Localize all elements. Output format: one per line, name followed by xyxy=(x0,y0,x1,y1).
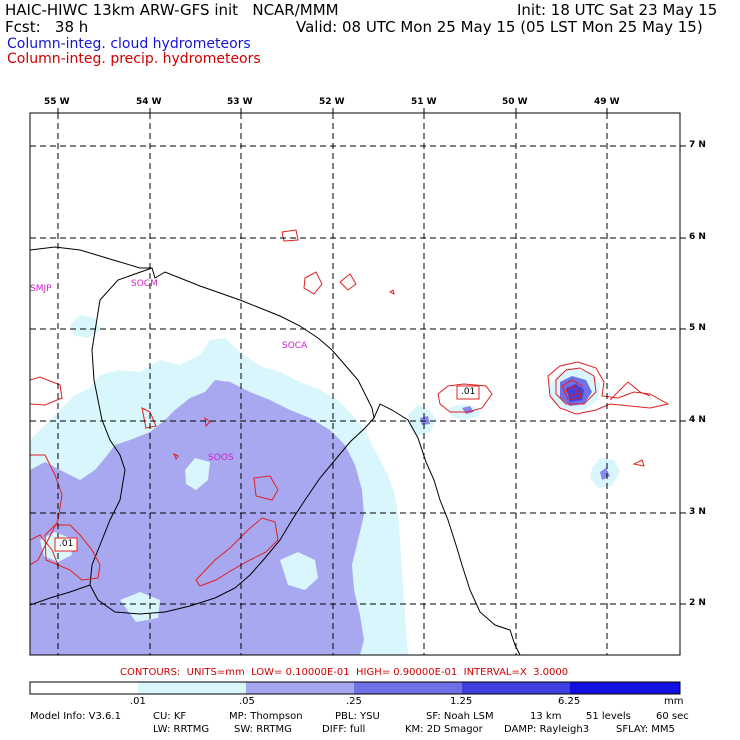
lat-label: 3 N xyxy=(689,507,706,517)
cloud-shade-hole xyxy=(185,458,210,490)
model-info-item: 13 km xyxy=(530,711,562,722)
model-info-item: Model Info: V3.6.1 xyxy=(30,711,121,722)
model-info-item: LW: RRTMG xyxy=(153,724,210,735)
station-label: SOCM xyxy=(131,279,158,289)
model-info-item: SW: RRTMG xyxy=(234,724,292,735)
model-info-item: MP: Thompson xyxy=(229,711,303,722)
lon-label: 51 W xyxy=(411,97,437,107)
colorbar-tick-label: .05 xyxy=(239,696,255,707)
lon-label: 49 W xyxy=(594,97,620,107)
colorbar-unit: mm xyxy=(664,696,684,707)
model-info-item: CU: KF xyxy=(153,711,187,722)
legend-cloud: Column-integ. cloud hydrometeors xyxy=(7,36,251,52)
lon-ticks xyxy=(57,108,608,113)
cloud-shade-light xyxy=(70,315,100,338)
lat-label: 7 N xyxy=(689,140,706,150)
coastline xyxy=(30,246,521,655)
valid-time: Valid: 08 UTC Mon 25 May 15 (05 LST Mon … xyxy=(296,18,703,36)
init-time: Init: 18 UTC Sat 23 May 15 xyxy=(517,1,718,19)
model-info-item: SFLAY: MM5 xyxy=(616,724,675,735)
lon-label: 50 W xyxy=(502,97,528,107)
station-label: SOCA xyxy=(282,341,308,351)
colorbar-tick-label: 1.25 xyxy=(450,696,473,707)
legend-precip: Column-integ. precip. hydrometeors xyxy=(7,51,261,67)
station-label: SMJP xyxy=(30,284,52,294)
precip-contours xyxy=(30,229,670,587)
contour-label-box xyxy=(456,385,480,400)
lat-label: 2 N xyxy=(689,598,706,608)
contour-label: .01 xyxy=(59,539,74,549)
lon-label: 54 W xyxy=(136,97,162,107)
colorbar xyxy=(29,681,681,695)
lat-label: 4 N xyxy=(689,415,706,425)
model-info-item: SF: Noah LSM xyxy=(426,711,494,722)
contour-label-box xyxy=(54,537,78,552)
colorbar-tick-label: .25 xyxy=(346,696,362,707)
model-info-item: KM: 2D Smagor xyxy=(405,724,483,735)
contour-info: CONTOURS: UNITS=mm LOW= 0.10000E-01 HIGH… xyxy=(120,667,569,678)
model-info-item: 51 levels xyxy=(586,711,631,722)
border-line xyxy=(30,584,91,606)
cloud-shade-mid xyxy=(30,380,364,655)
lon-label: 52 W xyxy=(319,97,345,107)
model-info-item: PBL: YSU xyxy=(335,711,380,722)
border-line xyxy=(89,267,375,615)
lon-label: 55 W xyxy=(44,97,70,107)
contour-label: .01 xyxy=(461,387,476,397)
lat-label: 6 N xyxy=(689,232,706,242)
colorbar-tick-label: 6.25 xyxy=(558,696,581,707)
graticule xyxy=(30,113,680,655)
map-frame xyxy=(29,112,681,656)
model-info-item: DIFF: full xyxy=(322,724,366,735)
station-label: SOOS xyxy=(208,453,234,463)
model-title: HAIC-HIWC 13km ARW-GFS init NCAR/MMM xyxy=(5,1,339,19)
colorbar-tick-label: .01 xyxy=(130,696,146,707)
cloud-shade-hole xyxy=(280,552,318,590)
lon-label: 53 W xyxy=(227,97,253,107)
cloud-shade-darkest xyxy=(566,384,584,402)
lat-label: 5 N xyxy=(689,323,706,333)
model-info-item: 60 sec xyxy=(656,711,689,722)
lat-ticks xyxy=(680,145,686,605)
forecast-hour: Fcst: 38 h xyxy=(5,18,89,36)
model-info-item: DAMP: Rayleigh3 xyxy=(504,724,590,735)
